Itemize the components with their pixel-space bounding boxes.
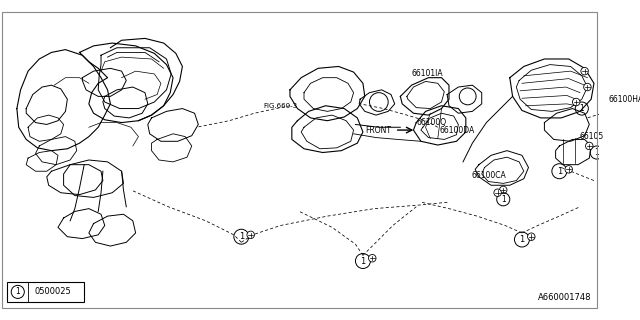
Text: 66100HA: 66100HA — [608, 95, 640, 104]
Circle shape — [581, 68, 588, 75]
Circle shape — [247, 231, 255, 239]
Text: 66105: 66105 — [580, 132, 604, 141]
Circle shape — [527, 233, 535, 240]
Text: 0500025: 0500025 — [34, 287, 71, 296]
Text: FRONT: FRONT — [365, 125, 391, 135]
Text: 1: 1 — [239, 232, 244, 241]
Text: FIG.660-3: FIG.660-3 — [264, 103, 298, 109]
Text: 1: 1 — [557, 167, 562, 176]
Circle shape — [565, 166, 572, 173]
Circle shape — [494, 189, 501, 196]
Text: 1: 1 — [579, 104, 584, 113]
Text: 66100DA: 66100DA — [440, 125, 475, 135]
Circle shape — [572, 98, 580, 106]
Text: 1: 1 — [595, 148, 599, 157]
Circle shape — [586, 142, 593, 150]
Text: A660001748: A660001748 — [538, 293, 591, 302]
Text: 1: 1 — [501, 195, 506, 204]
Circle shape — [584, 83, 591, 91]
Text: 1: 1 — [15, 287, 20, 296]
Circle shape — [499, 186, 507, 194]
Text: 1: 1 — [360, 257, 365, 266]
Text: 1: 1 — [519, 235, 525, 244]
Circle shape — [369, 254, 376, 262]
Text: 66100Q: 66100Q — [416, 118, 446, 127]
Text: 66100CA: 66100CA — [472, 172, 506, 180]
Text: 66101IA: 66101IA — [412, 69, 443, 78]
